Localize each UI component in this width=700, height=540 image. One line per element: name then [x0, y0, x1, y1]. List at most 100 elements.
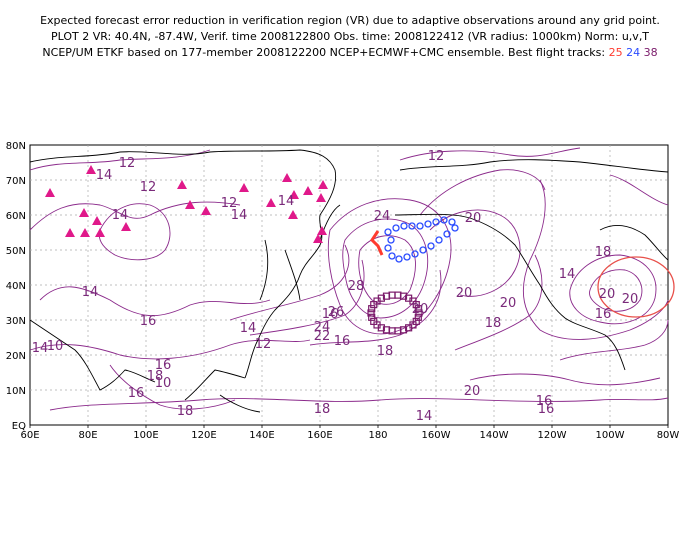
track-24-label: 24 [626, 46, 641, 59]
contour-label: 16 [334, 334, 351, 349]
contour-line [523, 179, 669, 340]
coastline-asia [29, 149, 337, 379]
track-38-point [405, 324, 413, 332]
lon-tick-label: 100W [596, 430, 625, 441]
triangle-icon [177, 180, 187, 189]
title-line-3-prefix: NCEP/UM ETKF based on 177-member 2008122… [42, 46, 606, 59]
contour-label: 14 [559, 267, 576, 282]
triangle-icon [86, 165, 96, 174]
contour-label: 20 [464, 384, 481, 399]
track-24-point [388, 252, 396, 260]
contour-line [419, 169, 546, 216]
triangle-icon [288, 210, 298, 219]
triangle-icon [45, 188, 55, 197]
track-38-point [377, 294, 385, 302]
contour-line [29, 339, 311, 360]
contour-line [454, 254, 543, 351]
contour-label: 12 [119, 156, 136, 171]
track-38-point [412, 301, 420, 309]
triangle-icon [185, 200, 195, 209]
contour-label: 14 [231, 208, 248, 223]
track-24-point [443, 230, 451, 238]
track-24-point [400, 222, 408, 230]
track-38-point [414, 305, 422, 313]
contour-line [29, 149, 211, 171]
triangle-icon [80, 228, 90, 237]
contour-label: 14 [82, 285, 99, 300]
lat-tick-label: 30N [6, 316, 26, 327]
contour-label: 16 [538, 402, 555, 417]
contour-label: 12 [140, 180, 157, 195]
track-24-point [440, 216, 448, 224]
track-24-point [392, 224, 400, 232]
contour-label: 16 [536, 394, 553, 409]
lon-tick-label: 160E [307, 430, 332, 441]
triangle-icon [239, 183, 249, 192]
lat-tick-label: 20N [6, 351, 26, 362]
coastline-japan [284, 249, 301, 301]
contour-line [49, 397, 669, 411]
track-24-point [403, 253, 411, 261]
lon-tick-label: 80E [78, 430, 97, 441]
contour-line [609, 174, 669, 206]
track-38-point [415, 309, 423, 317]
coastline-india [29, 319, 156, 391]
track-24-point [387, 236, 395, 244]
lon-tick-label: 140E [249, 430, 274, 441]
track-25-label: 25 [608, 46, 623, 59]
contour-line [429, 209, 521, 297]
track-24-point [411, 250, 419, 258]
contour-label: 26 [328, 305, 345, 320]
coastline-se-asia [184, 369, 246, 401]
track-24-point [416, 222, 424, 230]
track-38-point [368, 313, 376, 321]
lon-tick-label: 160W [422, 430, 451, 441]
triangle-icon [92, 216, 102, 225]
track-38-point [367, 309, 375, 317]
coastline-kamchatka [319, 204, 341, 241]
latitude-ticks: EQ 10N 20N 30N 40N 50N 60N 70N 80N [6, 141, 26, 432]
title-line-2: PLOT 2 VR: 40.4N, -87.4W, Verif. time 20… [50, 30, 650, 43]
contour-label: 16 [155, 358, 172, 373]
lon-tick-label: 120W [538, 430, 567, 441]
track-24-point [435, 236, 443, 244]
contour-label: 12 [255, 337, 272, 352]
triangle-icon [266, 198, 276, 207]
triangle-icon [282, 173, 292, 182]
track-24-point [408, 222, 416, 230]
lat-tick-label: 60N [6, 211, 26, 222]
title-line-1: Expected forecast error reduction in ver… [40, 14, 660, 27]
track-38-point [399, 292, 408, 300]
contour-label: 12 [428, 149, 445, 164]
track-38-point [370, 317, 378, 325]
contour-label: 18 [485, 316, 502, 331]
triangle-icon [201, 206, 211, 215]
track-24-point [384, 228, 392, 236]
flight-tracks [367, 216, 459, 335]
contour-label: 20 [622, 292, 639, 307]
coastline-arctic [399, 159, 669, 173]
lon-tick-label: 100E [133, 430, 158, 441]
contour-label: 18 [177, 404, 194, 419]
contour-label: 14 [32, 341, 49, 356]
lat-tick-label: 40N [6, 281, 26, 292]
lat-tick-label: EQ [12, 421, 26, 432]
contour-label: 28 [348, 279, 365, 294]
contour-line [559, 319, 669, 361]
triangle-icon [95, 228, 105, 237]
coastline-north-america [394, 213, 626, 371]
contour-label: 10 [47, 339, 64, 354]
triangle-icon [303, 186, 313, 195]
track-24-point [384, 244, 392, 252]
triangle-icon [313, 234, 323, 243]
track-24-point [432, 218, 440, 226]
lon-tick-label: 80W [657, 430, 680, 441]
track-24-point [424, 220, 432, 228]
contour-line [327, 198, 452, 335]
contour-label: 16 [595, 307, 612, 322]
coastline-hudson [599, 224, 669, 261]
lat-tick-label: 80N [6, 141, 26, 152]
contour-label: 18 [595, 245, 612, 260]
contour-label: 14 [240, 321, 257, 336]
